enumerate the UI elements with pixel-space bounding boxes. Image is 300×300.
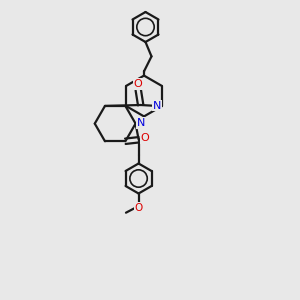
- Text: O: O: [134, 202, 143, 213]
- Text: O: O: [140, 133, 149, 143]
- Text: O: O: [133, 79, 142, 89]
- Text: N: N: [136, 118, 145, 128]
- Text: N: N: [153, 100, 161, 111]
